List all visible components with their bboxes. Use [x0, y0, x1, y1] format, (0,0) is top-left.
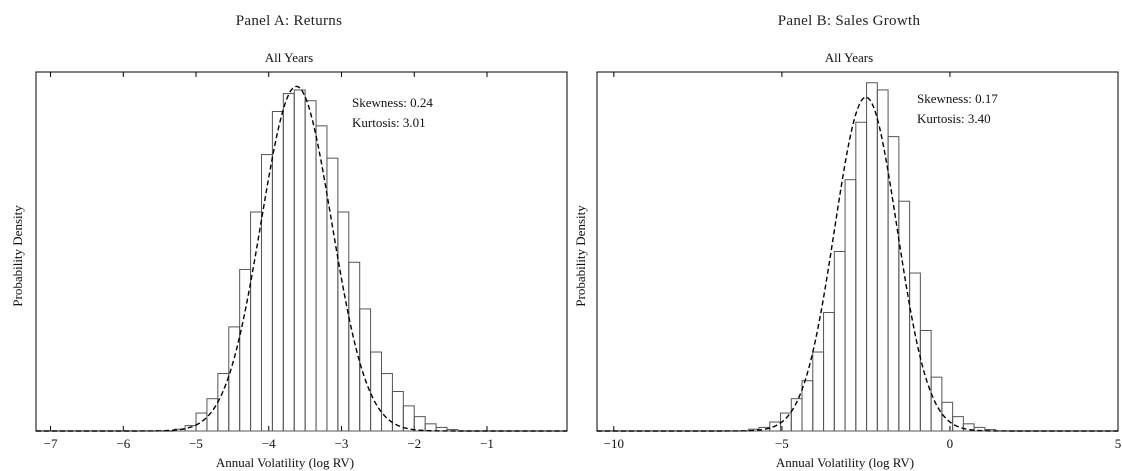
- panel-a-histogram-bar: [315, 125, 328, 432]
- panel-b-histogram-bar: [812, 351, 825, 432]
- panel-a-y-axis-label: Probability Density: [10, 205, 25, 307]
- panel-a-x-tick-label: −3: [335, 436, 349, 451]
- panel-b-x-tick-label: 5: [1115, 436, 1122, 451]
- panel-b-subtitle: All Years: [825, 50, 873, 65]
- panel-b-skewness-annotation: Skewness: 0.17: [917, 91, 998, 106]
- panel-a-histogram-bar: [304, 100, 317, 432]
- panel-a-histogram-bar: [326, 157, 339, 432]
- panel-a-x-tick-label: −2: [407, 436, 421, 451]
- panel-a-histogram-bar: [370, 351, 383, 432]
- panel-a-histogram-bar: [271, 110, 284, 432]
- panel-a-histogram-bar: [217, 373, 230, 432]
- panel-b-kurtosis-annotation: Kurtosis: 3.40: [917, 111, 991, 126]
- panel-a-skewness-annotation: Skewness: 0.24: [352, 95, 433, 110]
- panel-a-histogram-bar: [359, 308, 372, 432]
- panel-b-histogram-bar: [855, 121, 868, 432]
- panel-a-subtitle: All Years: [265, 50, 313, 65]
- panel-b-histogram-bar: [844, 179, 857, 432]
- panel-b-histogram-bar: [919, 329, 932, 432]
- panel-b-histogram-bar: [909, 272, 921, 432]
- panel-a-histogram-bar: [381, 373, 393, 432]
- panel-b-histogram-bar: [887, 136, 900, 432]
- panel-a-normal-fit-curve: [36, 85, 567, 432]
- panel-b-x-tick-label: −10: [604, 436, 624, 451]
- panel-a-histogram-bar: [293, 89, 306, 432]
- panel-b-x-tick-label: −5: [775, 436, 789, 451]
- panel-b-histogram-bar: [866, 82, 878, 432]
- panel-a-x-tick-label: −7: [44, 436, 58, 451]
- panel-a-histogram-bar: [348, 261, 361, 432]
- panel-b-x-tick-label: 0: [947, 436, 954, 451]
- panel-b-histogram-bar: [801, 380, 814, 432]
- panel-a-x-tick-label: −5: [189, 436, 203, 451]
- panel-b-histogram-bar: [952, 416, 964, 432]
- panel-b: Panel B: Sales Growth All Years Probabil…: [573, 13, 1121, 470]
- panel-b-histogram-bar: [833, 251, 846, 432]
- panel-a-histogram-bar: [260, 154, 273, 432]
- panel-a-histogram-bar: [250, 211, 262, 432]
- panel-a-x-axis-label: Annual Volatility (log RV): [216, 455, 354, 470]
- panel-a-histogram-bar: [195, 412, 208, 432]
- panel-a-axes-frame: [35, 71, 568, 432]
- panel-a-histogram-bar: [413, 416, 426, 432]
- panel-b-normal-fit-curve: [597, 96, 1118, 432]
- panel-a: Panel A: Returns All Years Probability D…: [10, 13, 568, 470]
- panel-a-histogram-bar: [424, 423, 437, 432]
- panel-b-y-axis-label: Probability Density: [573, 205, 588, 307]
- panel-a-histogram-bar: [184, 425, 197, 432]
- panel-b-axes-frame: [596, 71, 1119, 432]
- panel-b-histogram-bar: [876, 89, 889, 432]
- panel-b-x-axis-label: Annual Volatility (log RV): [776, 455, 914, 470]
- panel-a-x-tick-label: −1: [480, 436, 494, 451]
- panel-b-histogram-bar: [823, 312, 835, 432]
- panel-a-x-tick-label: −4: [262, 436, 276, 451]
- panel-a-histogram-bar: [337, 211, 350, 432]
- panel-b-histogram-bar: [898, 200, 911, 432]
- panel-b-title: Panel B: Sales Growth: [778, 13, 921, 29]
- panel-a-title: Panel A: Returns: [236, 13, 342, 29]
- panel-a-histogram-bar: [402, 405, 415, 432]
- panel-a-kurtosis-annotation: Kurtosis: 3.01: [352, 115, 426, 130]
- panel-a-x-tick-label: −6: [116, 436, 130, 451]
- panel-a-histogram-bar: [282, 93, 295, 432]
